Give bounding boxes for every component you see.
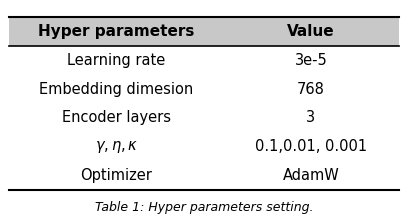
Text: 3e-5: 3e-5 — [295, 53, 327, 68]
Text: Hyper parameters: Hyper parameters — [38, 24, 195, 38]
Text: AdamW: AdamW — [283, 168, 339, 183]
Text: 0.1,0.01, 0.001: 0.1,0.01, 0.001 — [255, 139, 367, 154]
Text: Optimizer: Optimizer — [80, 168, 153, 183]
Text: Learning rate: Learning rate — [67, 53, 166, 68]
Text: 768: 768 — [297, 81, 325, 97]
Text: 3: 3 — [306, 110, 315, 125]
Text: Embedding dimesion: Embedding dimesion — [39, 81, 194, 97]
Text: Encoder layers: Encoder layers — [62, 110, 171, 125]
Text: Value: Value — [287, 24, 335, 38]
Text: $\gamma, \eta, \kappa$: $\gamma, \eta, \kappa$ — [95, 139, 138, 155]
FancyBboxPatch shape — [9, 16, 399, 46]
Text: Table 1: Hyper parameters setting.: Table 1: Hyper parameters setting. — [95, 201, 313, 214]
